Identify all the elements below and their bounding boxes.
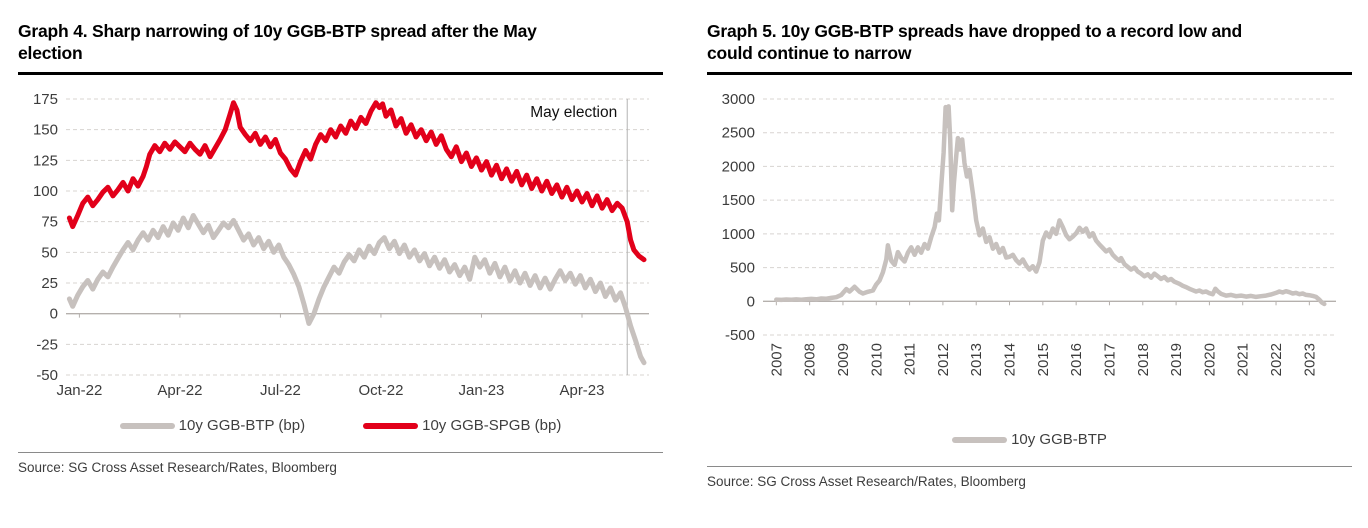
y-tick-label: 3000 xyxy=(722,91,755,108)
x-tick-label: 2009 xyxy=(835,343,852,376)
ggb-btp-history-legend-item: 10y GGB-BTP xyxy=(952,431,1107,448)
y-tick-label: 175 xyxy=(33,91,58,108)
x-tick-label: 2013 xyxy=(968,343,985,376)
graph4-legend: 10y GGB-BTP (bp) 10y GGB-SPGB (bp) xyxy=(18,414,663,438)
x-tick-label: 2008 xyxy=(802,343,819,376)
graph4-title: Graph 4. Sharp narrowing of 10y GGB-BTP … xyxy=(18,21,537,64)
ggb-btp-series-line xyxy=(66,212,647,365)
report-figures-page: Graph 4. Sharp narrowing of 10y GGB-BTP … xyxy=(18,14,1352,489)
ggb-spgb-legend-label: 10y GGB-SPGB (bp) xyxy=(422,417,562,435)
ggb-btp-legend-swatch xyxy=(119,422,175,429)
x-tick-label: 2018 xyxy=(1135,343,1152,376)
x-tick-label: Apr-23 xyxy=(559,382,604,399)
x-tick-label: 2014 xyxy=(1002,343,1019,376)
graph5-title-rule xyxy=(707,71,1352,75)
x-tick-label: Jan-22 xyxy=(56,382,102,399)
ggb-btp-legend-label: 10y GGB-BTP (bp) xyxy=(178,417,306,435)
ggb-spgb-legend-swatch xyxy=(363,422,419,429)
chart-1-svg: 3000 2500 2000 1500 1000 500 0 -500 2007 2008 2009… xyxy=(722,91,1336,376)
graph5-title: Graph 5. 10y GGB-BTP spreads have droppe… xyxy=(707,21,1242,64)
x-tick-label: 2023 xyxy=(1301,343,1318,376)
may-election-label: May election xyxy=(530,104,617,121)
graph4-source: Source: SG Cross Asset Research/Rates, B… xyxy=(18,451,663,475)
graph5-chart: 3000 2500 2000 1500 1000 500 0 -500 2007 2008 2009… xyxy=(707,85,1352,426)
x-tick-label: Jan-23 xyxy=(459,382,505,399)
x-tick-label: 2007 xyxy=(768,343,785,376)
x-tick-label: Jul-22 xyxy=(260,382,301,399)
x-tick-label: 2021 xyxy=(1235,343,1252,376)
y-tick-label: 2000 xyxy=(722,158,755,175)
y-tick-label: 0 xyxy=(747,293,755,310)
y-tick-label: 2500 xyxy=(722,124,755,141)
ggb-btp-history-legend-label: 10y GGB-BTP xyxy=(1011,431,1107,449)
graph4-title-rule xyxy=(18,71,663,75)
y-tick-label: 25 xyxy=(41,275,58,292)
y-tick-label: 150 xyxy=(33,121,58,138)
y-tick-label: -25 xyxy=(36,336,58,353)
panel-graph4: Graph 4. Sharp narrowing of 10y GGB-BTP … xyxy=(18,14,663,489)
x-tick-label: 2012 xyxy=(935,343,952,376)
ggb-btp-legend-item: 10y GGB-BTP (bp) xyxy=(119,417,306,435)
y-tick-label: 75 xyxy=(41,213,58,230)
y-tick-label: -50 xyxy=(36,367,58,384)
x-tick-label: 2017 xyxy=(1101,343,1118,376)
graph4-chart: 175 150 125 100 75 50 25 0 -25 -50 Jan-22 Apr-22 Jul… xyxy=(18,85,663,412)
y-tick-label: 0 xyxy=(50,305,58,322)
y-tick-label: 125 xyxy=(33,152,58,169)
ggb-btp-history-series-line xyxy=(774,103,1327,307)
x-tick-label: Apr-22 xyxy=(157,382,202,399)
x-tick-label: 2016 xyxy=(1068,343,1085,376)
y-tick-label: 1500 xyxy=(722,192,755,209)
x-tick-label: 2010 xyxy=(868,343,885,376)
ggb-spgb-series-line xyxy=(66,99,647,262)
x-tick-label: 2022 xyxy=(1268,343,1285,376)
x-tick-label: 2015 xyxy=(1035,343,1052,376)
y-tick-label: 50 xyxy=(41,244,58,261)
y-tick-label: 100 xyxy=(33,183,58,200)
ggb-btp-history-legend-swatch xyxy=(952,436,1008,443)
graph5-legend: 10y GGB-BTP xyxy=(707,428,1352,452)
x-tick-label: Oct-22 xyxy=(358,382,403,399)
x-tick-label: 2019 xyxy=(1168,343,1185,376)
x-tick-label: 2020 xyxy=(1201,343,1218,376)
graph5-source: Source: SG Cross Asset Research/Rates, B… xyxy=(707,465,1352,489)
panel-graph5: Graph 5. 10y GGB-BTP spreads have droppe… xyxy=(707,14,1352,489)
x-tick-label: 2011 xyxy=(902,343,919,375)
ggb-spgb-legend-item: 10y GGB-SPGB (bp) xyxy=(363,417,561,434)
y-tick-label: 1000 xyxy=(722,226,755,243)
y-tick-label: -500 xyxy=(725,327,755,344)
y-tick-label: 500 xyxy=(730,259,755,276)
